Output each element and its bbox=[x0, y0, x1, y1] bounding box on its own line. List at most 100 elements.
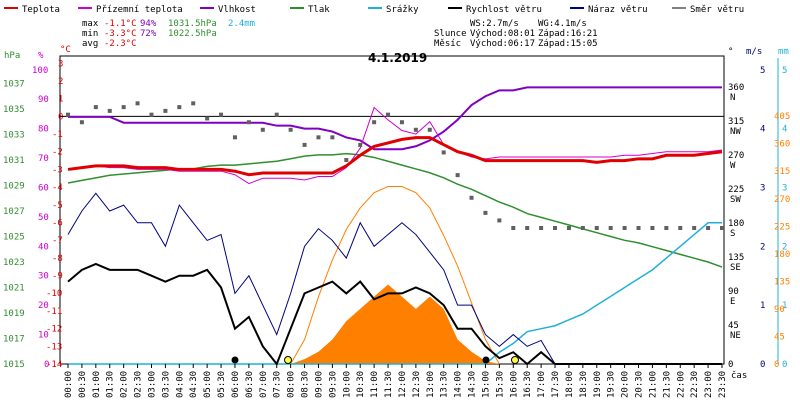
axis-unit-mm: mm bbox=[778, 47, 789, 57]
x-tick-label: 09:00 bbox=[314, 371, 324, 398]
x-tick-label: 03:30 bbox=[161, 371, 171, 398]
wm2-tick-1: 45 bbox=[774, 332, 785, 342]
theoretical-solar-line bbox=[290, 186, 500, 365]
wind-dir-point bbox=[358, 142, 363, 147]
wind-dir-point bbox=[525, 226, 530, 230]
wind-dir-point bbox=[483, 210, 488, 215]
mm-tick-4: 4 bbox=[782, 125, 787, 135]
astro-block: WS:2.7m/s WG:4.1m/s Slunce Východ:08:01 … bbox=[434, 19, 598, 49]
legend-label-3: Tlak bbox=[308, 5, 330, 15]
pct-tick-8: 80 bbox=[38, 125, 49, 135]
deg-tick-3: 135 bbox=[728, 253, 744, 263]
x-tick-label: 15:00 bbox=[481, 371, 491, 398]
wind-speed-info: WS:2.7m/s bbox=[470, 19, 519, 29]
moon-label: Měsíc bbox=[434, 39, 461, 49]
x-tick-label: 01:00 bbox=[92, 371, 102, 398]
legend-label-7: Směr větru bbox=[690, 5, 744, 15]
moonset-marker bbox=[482, 356, 490, 364]
legend-label-1: Přízemní teplota bbox=[96, 5, 183, 15]
x-tick-label: 17:00 bbox=[537, 371, 547, 398]
solar-area bbox=[68, 284, 722, 364]
c-tick-1: 2 bbox=[58, 77, 63, 87]
c-tick-5: -2 bbox=[52, 148, 63, 158]
axis-unit-c: °C bbox=[60, 45, 71, 55]
deg-tick-2: 90 bbox=[728, 287, 739, 297]
stat-max-label: max bbox=[82, 19, 99, 29]
wind-dir-point bbox=[692, 226, 697, 230]
ms-tick-3: 3 bbox=[760, 183, 765, 193]
wind-dir-point bbox=[149, 112, 154, 117]
x-tick-label: 05:30 bbox=[217, 371, 227, 398]
x-tick-label: 22:30 bbox=[690, 371, 700, 398]
wind-dir-point bbox=[219, 112, 224, 117]
x-tick-label: 04:30 bbox=[189, 371, 199, 398]
deg-tick-7: 315 bbox=[728, 117, 744, 127]
x-tick-label: 20:00 bbox=[621, 371, 631, 398]
x-tick-label: 22:00 bbox=[676, 371, 686, 398]
stat-avg-temp: -2.3°C bbox=[104, 39, 137, 49]
x-tick-label: 14:30 bbox=[468, 371, 478, 398]
x-tick-label: 16:00 bbox=[509, 371, 519, 398]
x-tick-label: 13:30 bbox=[440, 371, 450, 398]
x-tick-label: 00:00 bbox=[64, 371, 74, 398]
wm2-tick-4: 180 bbox=[774, 250, 790, 260]
x-tick-label: 12:00 bbox=[398, 371, 408, 398]
wind-dir-point bbox=[497, 218, 502, 223]
stat-max-press: 1031.5hPa bbox=[168, 19, 217, 29]
plot-series bbox=[66, 86, 724, 366]
deg-dir-6: W bbox=[730, 161, 736, 171]
ms-tick-0: 0 bbox=[760, 360, 765, 370]
wind-dir-point bbox=[274, 112, 279, 117]
x-tick-label: 11:30 bbox=[384, 371, 394, 398]
wm2-tick-6: 270 bbox=[774, 195, 790, 205]
c-tick-16: -13 bbox=[46, 342, 62, 352]
deg-dir-8: N bbox=[730, 93, 735, 103]
legend-label-5: Rychlost větru bbox=[466, 5, 542, 15]
c-tick-11: -8 bbox=[52, 254, 63, 264]
wind-dir-point bbox=[232, 135, 237, 140]
ms-tick-4: 4 bbox=[760, 125, 765, 135]
pct-tick-0: 0 bbox=[44, 360, 49, 370]
sunset-marker bbox=[511, 356, 519, 364]
mm-tick-2: 2 bbox=[782, 242, 787, 252]
deg-tick-6: 270 bbox=[728, 151, 744, 161]
legend: Teplota Přízemní teplota Vlhkost Tlak Srážky… bbox=[4, 5, 744, 15]
moon-set: Západ:15:05 bbox=[538, 39, 598, 49]
sun-rise: Východ:08:01 bbox=[470, 29, 535, 39]
c-tick-14: -11 bbox=[46, 307, 62, 317]
x-tick-label: 15:30 bbox=[495, 371, 505, 398]
wind-dir-point bbox=[664, 226, 669, 230]
sun-set: Západ:16:21 bbox=[538, 29, 598, 39]
axis-unit-ms: m/s bbox=[746, 47, 762, 57]
c-tick-13: -10 bbox=[46, 289, 62, 299]
wind-dir-point bbox=[650, 226, 655, 230]
wind-dir-point bbox=[386, 112, 391, 117]
wind-dir-point bbox=[66, 112, 70, 117]
wm2-tick-5: 225 bbox=[774, 222, 790, 232]
wind-dir-point bbox=[594, 226, 599, 230]
deg-tick-8: 360 bbox=[728, 83, 744, 93]
hpa-tick-2: 1019 bbox=[3, 309, 25, 319]
deg-dir-1: NE bbox=[730, 331, 741, 341]
wind-dir-point bbox=[177, 105, 182, 110]
wind-dir-point bbox=[678, 226, 683, 230]
x-tick-label: 03:00 bbox=[147, 371, 157, 398]
wind-dir-point bbox=[93, 105, 98, 110]
hpa-tick-9: 1033 bbox=[3, 131, 25, 141]
wind-dir-point bbox=[427, 127, 432, 132]
pct-tick-1: 10 bbox=[38, 331, 49, 341]
wind-dir-point bbox=[302, 142, 307, 147]
x-tick-label: 14:00 bbox=[454, 371, 464, 398]
ms-tick-5: 5 bbox=[760, 66, 765, 76]
temp-line bbox=[67, 136, 723, 177]
astro-markers bbox=[231, 356, 519, 364]
hpa-tick-11: 1037 bbox=[3, 80, 25, 90]
deg-dir-7: NW bbox=[730, 127, 741, 137]
pct-tick-9: 90 bbox=[38, 95, 49, 105]
x-tick-label: 06:30 bbox=[245, 371, 255, 398]
x-tick-label: 17:30 bbox=[551, 371, 561, 398]
x-tick-label: 02:30 bbox=[134, 371, 144, 398]
sunrise-marker bbox=[284, 356, 292, 364]
wind-dir-point bbox=[163, 108, 168, 113]
